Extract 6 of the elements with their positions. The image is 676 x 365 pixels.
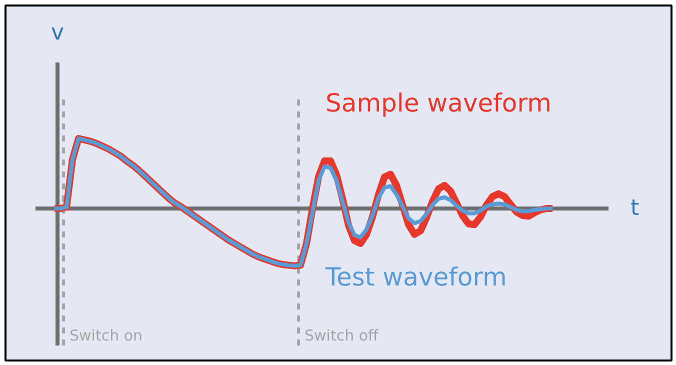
y-axis-title: v [50, 20, 64, 46]
series-label: Sample waveform [326, 88, 552, 118]
text: Switch on [70, 326, 143, 344]
text: Switch off [304, 326, 380, 344]
series-label: Test waveform [324, 262, 507, 292]
x-axis-title: t [630, 196, 640, 221]
